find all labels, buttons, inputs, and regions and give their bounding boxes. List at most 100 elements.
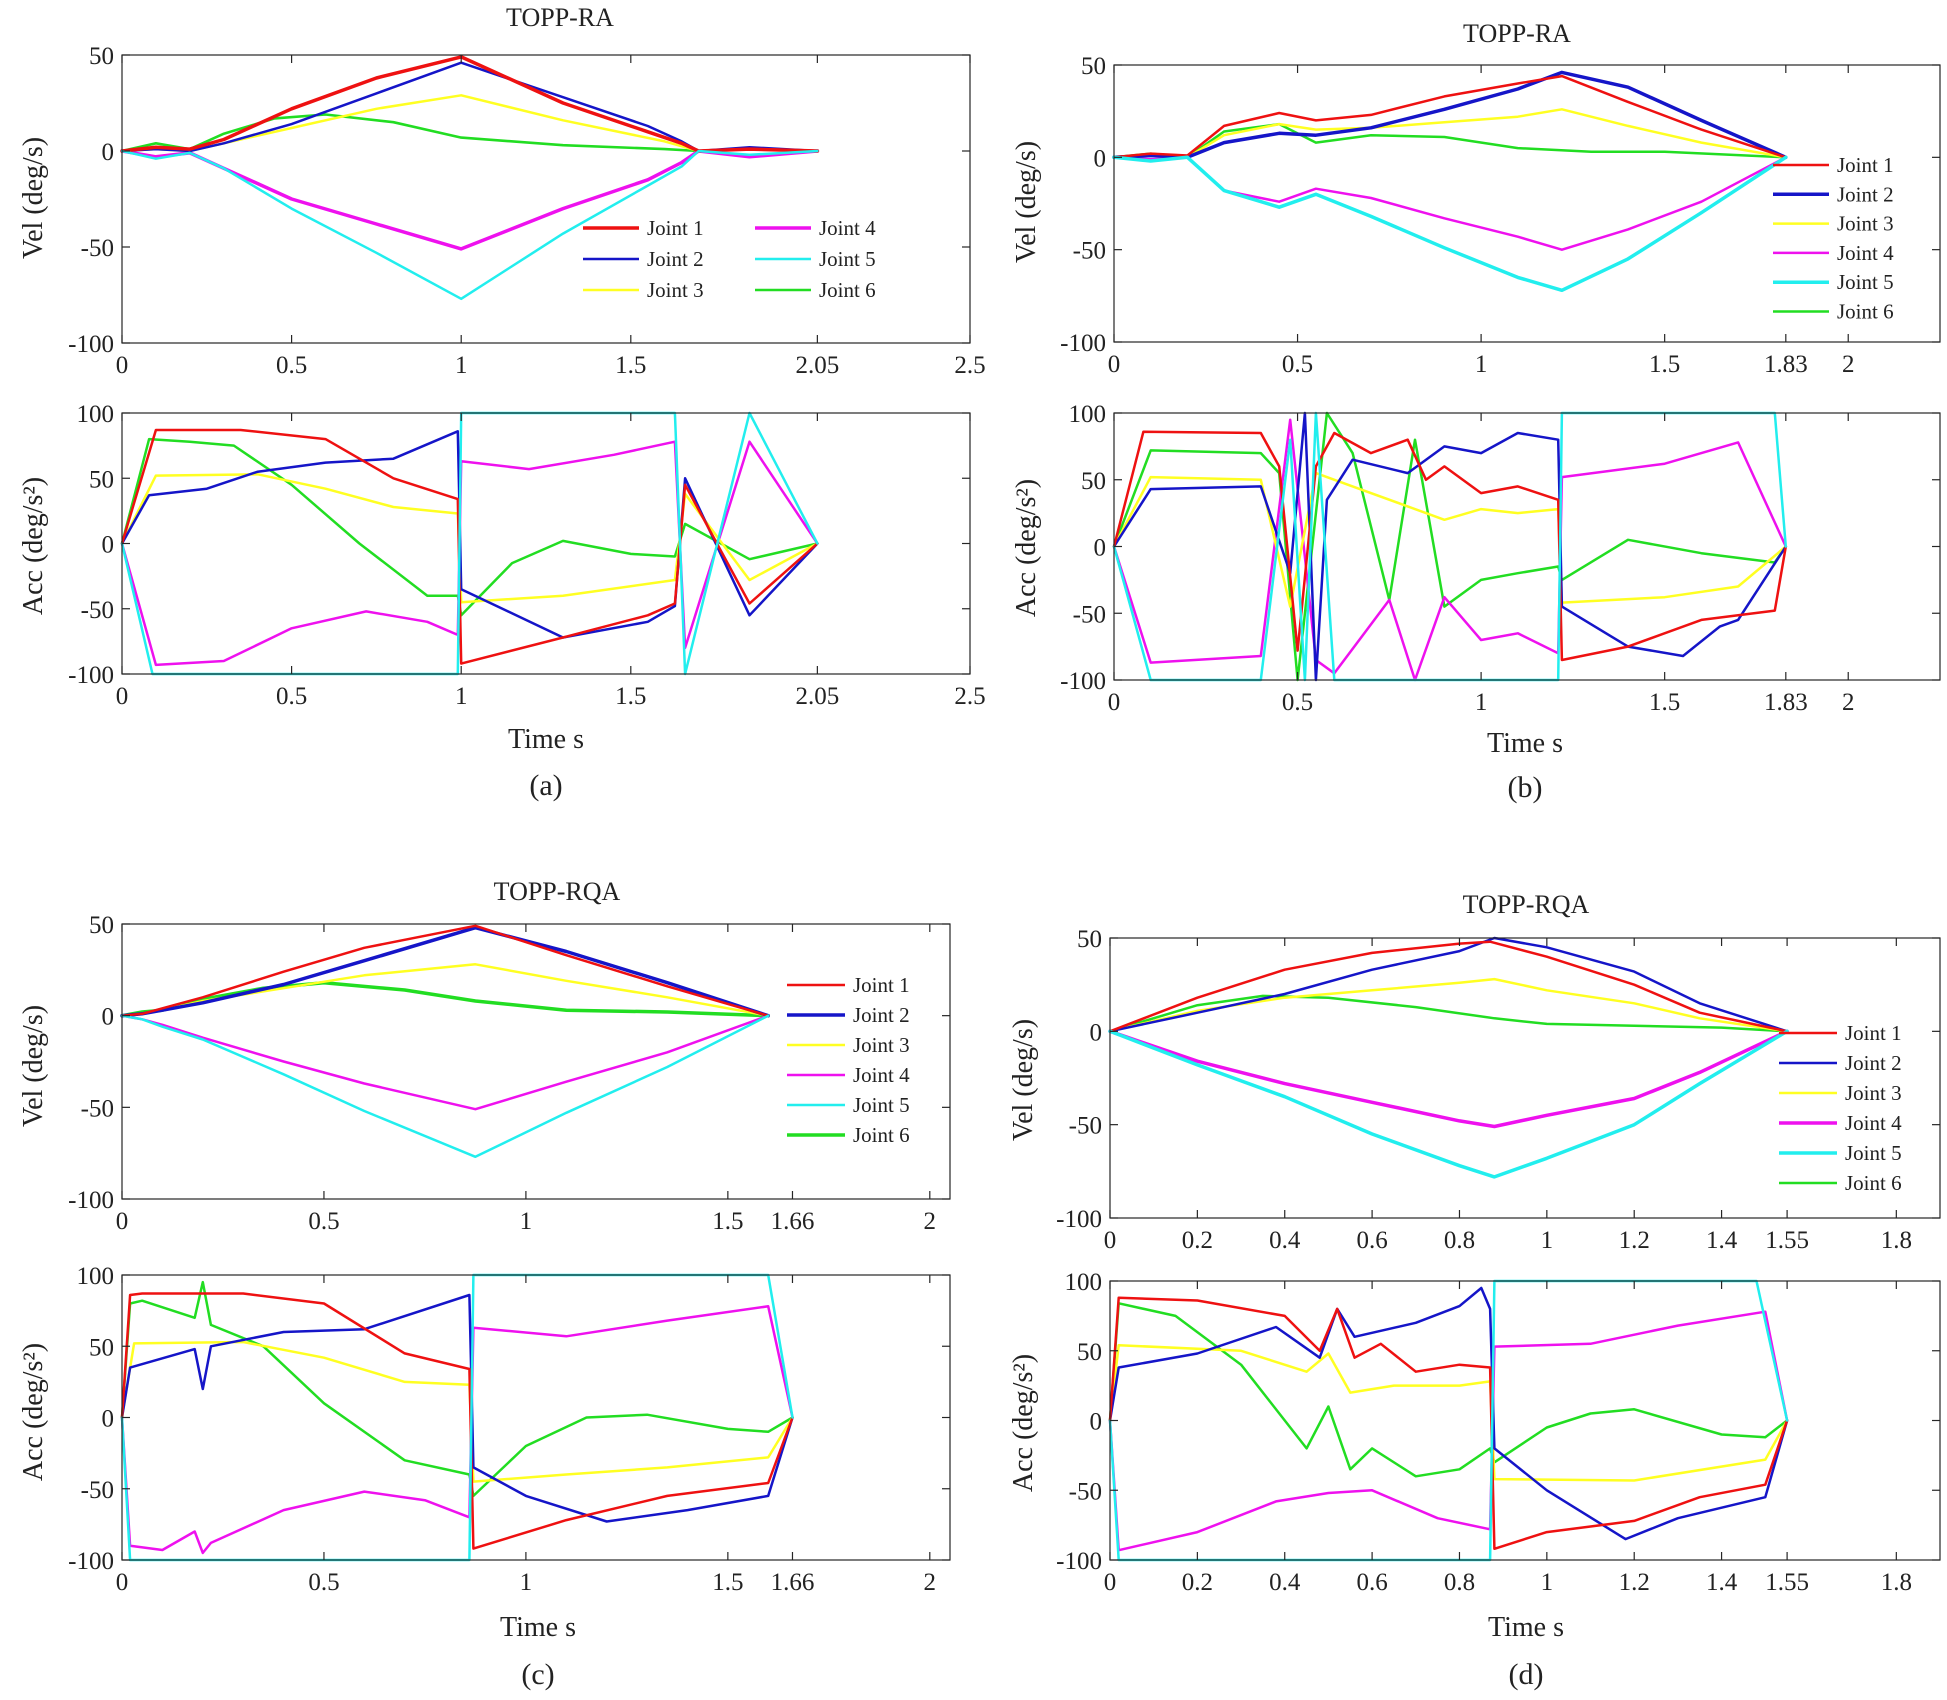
legend-d-vel: Joint 1 Joint 2 Joint 3 Joint 4 Joint 5 Joint… (1779, 1021, 1902, 1195)
xtick-label-a-acc: 1 (455, 683, 468, 710)
caption-c: (c) (521, 1658, 554, 1691)
xtick-label-a-acc: 0.5 (276, 683, 307, 710)
xtick-label-d-acc: 0 (1104, 1569, 1117, 1596)
legend-label-c-vel: Joint 3 (853, 1033, 910, 1057)
xtick-label-d-acc: 1.55 (1765, 1569, 1809, 1596)
xtick-label-a-acc: 2.05 (795, 683, 839, 710)
line-a-vel-joint-5 (120, 149, 819, 301)
legend-label-a-vel: Joint 6 (819, 278, 876, 302)
xtick-label-a-acc: 1.5 (615, 683, 646, 710)
xtick-label-d-acc: 0.6 (1356, 1569, 1387, 1596)
ylabel-b-acc: Acc (deg/s²) (1011, 479, 1042, 617)
legend-label-d-vel: Joint 6 (1845, 1171, 1902, 1195)
line-d-acc-joint-5 (1108, 1279, 1789, 1562)
legend-label-c-vel: Joint 1 (853, 973, 910, 997)
ytick-label-c-vel: -50 (81, 1095, 114, 1122)
line-c-acc-joint-2 (120, 1293, 794, 1523)
legend-label-b-vel: Joint 3 (1837, 212, 1894, 236)
xtick-label-d-vel: 0 (1104, 1227, 1117, 1254)
ytick-label-d-acc: 0 (1090, 1409, 1103, 1436)
xtick-label-b-acc: 0.5 (1282, 689, 1313, 716)
title-c: TOPP-RQA (494, 877, 621, 906)
ytick-label-d-acc: 50 (1077, 1339, 1102, 1366)
legend-label-b-vel: Joint 4 (1837, 241, 1894, 265)
xtick-label-c-acc: 1 (520, 1569, 533, 1596)
ytick-label-d-acc: -100 (1056, 1548, 1102, 1575)
ytick-label-c-vel: 0 (102, 1004, 115, 1031)
ylabel-a-vel: Vel (deg/s) (18, 137, 49, 259)
line-c-acc-joint-5 (120, 1273, 794, 1562)
xtick-label-b-vel: 1.5 (1649, 351, 1680, 378)
ytick-label-b-vel: 0 (1094, 145, 1107, 172)
axes-b-acc: 0 0.5 1 1.5 1.83 2 100 50 0 -50 -100 (1060, 401, 1941, 716)
xtick-label-a-acc: 2.5 (954, 683, 985, 710)
xtick-label-b-vel: 1.83 (1764, 351, 1808, 378)
legend-label-a-vel: Joint 5 (819, 247, 876, 271)
line-c-vel-joint-1 (120, 924, 770, 1017)
xtick-label-d-acc: 0.2 (1182, 1569, 1213, 1596)
xtick-label-a-acc: 0 (116, 683, 129, 710)
ytick-label-b-vel: -100 (1060, 330, 1106, 357)
legend-label-d-vel: Joint 3 (1845, 1081, 1902, 1105)
legend-label-c-vel: Joint 2 (853, 1003, 910, 1027)
ytick-label-a-acc: -100 (68, 662, 114, 689)
xtick-label-b-acc: 0 (1108, 689, 1121, 716)
ytick-label-b-acc: 100 (1069, 401, 1107, 428)
title-a: TOPP-RA (506, 3, 614, 32)
line-d-acc-joint-1 (1108, 1296, 1789, 1551)
caption-a: (a) (529, 769, 562, 802)
xlabel-d: Time s (1488, 1612, 1564, 1643)
ytick-label-d-vel: -100 (1056, 1206, 1102, 1233)
series-group-c-vel (120, 924, 770, 1159)
xlabel-c: Time s (500, 1612, 576, 1643)
xtick-label-d-vel: 1.8 (1881, 1227, 1912, 1254)
xlabel-b: Time s (1487, 728, 1563, 759)
ytick-label-d-vel: 0 (1090, 1019, 1103, 1046)
xtick-label-b-acc: 1 (1475, 689, 1488, 716)
xtick-label-d-vel: 1.4 (1706, 1227, 1738, 1254)
ylabel-d-acc: Acc (deg/s²) (1008, 1354, 1039, 1492)
legend-label-c-vel: Joint 4 (853, 1063, 910, 1087)
ytick-label-b-acc: 0 (1094, 535, 1107, 562)
ytick-label-c-vel: 50 (89, 912, 114, 939)
ytick-label-a-acc: 50 (89, 466, 114, 493)
axes-a-acc: 0 0.5 1 1.5 2.05 2.5 100 50 0 -50 -100 (68, 401, 985, 710)
line-d-vel-joint-2 (1108, 936, 1789, 1033)
line-d-vel-joint-5 (1108, 1029, 1789, 1179)
xtick-label-c-vel: 0.5 (308, 1208, 339, 1235)
xtick-label-a-vel: 0.5 (276, 352, 307, 379)
legend-label-d-vel: Joint 1 (1845, 1021, 1902, 1045)
legend-label-b-vel: Joint 5 (1837, 270, 1894, 294)
xtick-label-b-vel: 0 (1108, 351, 1121, 378)
legend-label-b-vel: Joint 2 (1837, 182, 1894, 206)
xtick-label-b-vel: 2 (1842, 351, 1855, 378)
legend-label-b-vel: Joint 1 (1837, 153, 1894, 177)
ytick-label-a-vel: -50 (81, 235, 114, 262)
ylabel-a-acc: Acc (deg/s²) (18, 477, 49, 615)
line-a-acc-joint-1 (120, 428, 819, 665)
series-group-d-acc (1108, 1279, 1789, 1562)
ytick-label-c-vel: -100 (68, 1187, 114, 1214)
line-c-acc-joint-6 (120, 1280, 794, 1498)
ytick-label-c-acc: -50 (81, 1477, 114, 1504)
xtick-label-c-acc: 0.5 (308, 1569, 339, 1596)
xtick-label-c-acc: 2 (924, 1569, 937, 1596)
ytick-label-c-acc: 0 (102, 1406, 115, 1433)
xtick-label-d-vel: 1.55 (1765, 1227, 1809, 1254)
ytick-label-b-acc: -50 (1073, 601, 1106, 628)
legend-label-d-vel: Joint 5 (1845, 1141, 1902, 1165)
ytick-label-d-vel: 50 (1077, 926, 1102, 953)
xtick-label-d-vel: 0.8 (1444, 1227, 1475, 1254)
title-b: TOPP-RA (1463, 19, 1571, 48)
legend-b-vel: Joint 1 Joint 2 Joint 3 Joint 4 Joint 5 Joint… (1773, 153, 1894, 324)
axes-c-acc: 0 0.5 1 1.5 1.66 2 100 50 0 -50 -100 (68, 1263, 951, 1596)
xtick-label-c-vel: 1.66 (771, 1208, 815, 1235)
ytick-label-a-vel: 0 (102, 139, 115, 166)
ytick-label-a-acc: -50 (81, 597, 114, 624)
ytick-label-a-acc: 100 (77, 401, 115, 428)
xtick-label-a-vel: 2.5 (954, 352, 985, 379)
ytick-label-d-vel: -50 (1069, 1113, 1102, 1140)
